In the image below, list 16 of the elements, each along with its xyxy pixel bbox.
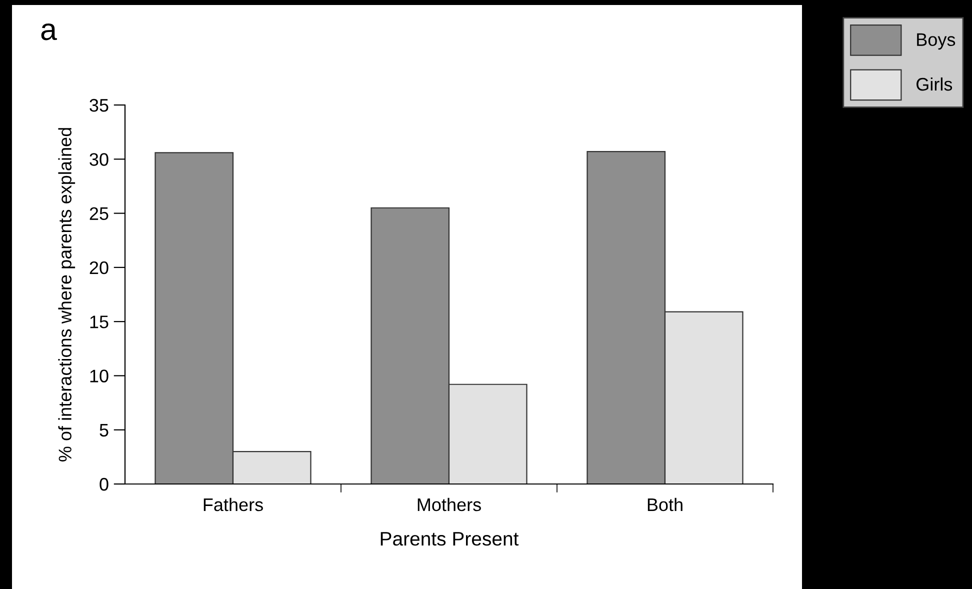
x-tick-label: Mothers xyxy=(418,498,481,512)
legend-label: Girls xyxy=(916,77,952,91)
x-axis-title: Parents Present xyxy=(380,532,519,546)
legend-label: Boys xyxy=(917,33,956,50)
y-tick-label: 10 xyxy=(90,370,108,382)
y-tick-label: 0 xyxy=(100,478,108,491)
y-tick-label: 35 xyxy=(90,98,108,112)
y-tick-label: 15 xyxy=(90,316,108,328)
y-axis-title: % of interactions where parents explained xyxy=(58,128,76,462)
x-tick-label: Fathers xyxy=(204,498,263,512)
y-tick-label: 5 xyxy=(100,424,108,437)
y-tick-label: 30 xyxy=(90,153,108,166)
y-tick-label: 20 xyxy=(90,261,108,274)
y-tick-label: 25 xyxy=(90,207,108,220)
text: a xyxy=(41,23,57,40)
x-tick-label: Both xyxy=(648,498,682,512)
